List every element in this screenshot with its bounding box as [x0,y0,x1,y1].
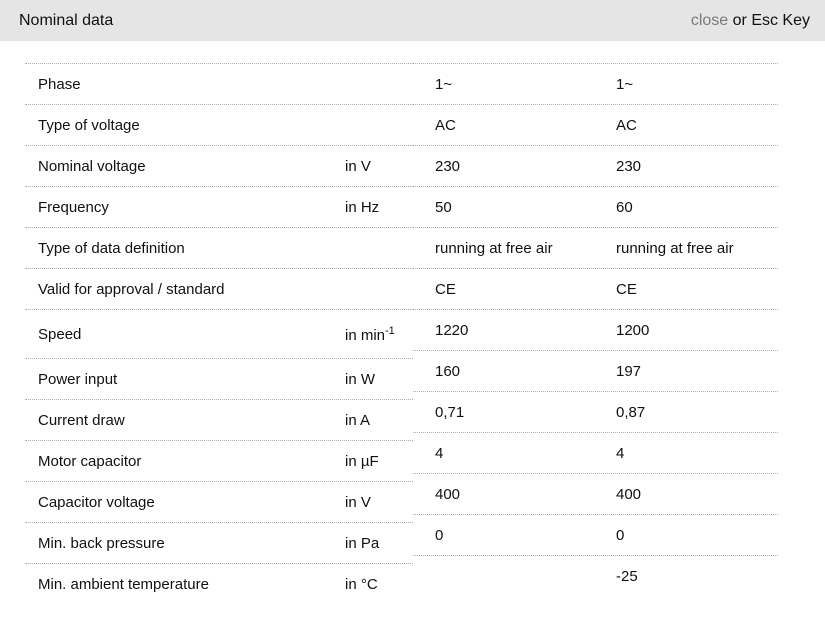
table-row-label: Power input in W [25,358,413,399]
row-label: Speed [38,325,82,343]
table-row-values: 400 400 [413,473,778,514]
table-row-values: CE CE [413,268,778,309]
table-row-label: Type of data definition [25,227,413,268]
row-value-article-1: 1~ [435,75,453,93]
row-unit-text: in A [345,411,371,429]
row-value-article-1: 0 [435,526,444,544]
row-label: Nominal voltage [38,157,146,175]
row-value-article-2: running at free air [616,239,734,257]
row-unit: in W [345,371,375,388]
row-value-article-2: 230 [616,157,642,175]
row-unit: in °C [345,576,378,593]
row-label: Valid for approval / standard [38,280,225,298]
row-value-article-2: 1~ [616,75,634,93]
row-value-article-1: 230 [435,157,461,175]
modal-title: Nominal data [19,11,114,29]
table-row-values: 1~ 1~ [413,63,778,104]
modal-header: Nominal data close or Esc Key [0,0,825,41]
row-value-article-1: 50 [435,198,452,216]
row-unit: in V [345,158,371,175]
table-row-label: Frequency in Hz [25,186,413,227]
labels-column: Phase Type of voltage Nominal voltage in V F… [25,63,413,604]
row-unit: in min-1 [345,325,395,344]
row-value-article-2: 0 [616,526,625,544]
row-unit-text: in Hz [345,198,380,216]
table-row-values: -25 [413,555,778,596]
table-row-values: 1220 1200 [413,309,778,350]
row-unit-text: in Pa [345,534,380,552]
row-value-article-1: CE [435,280,456,298]
row-value-article-2: 4 [616,444,625,462]
close-hint: or Esc Key [732,11,810,29]
table-row-label: Motor capacitor in µF [25,440,413,481]
row-value-article-2: 197 [616,362,642,380]
row-unit-text: in µF [345,452,379,470]
row-value-article-2: 1200 [616,321,650,339]
row-label: Current draw [38,411,125,429]
table-row-values: AC AC [413,104,778,145]
table-row-label: Min. back pressure in Pa [25,522,413,563]
values-column: 1~ 1~ AC AC 230 230 50 60 running at free air run… [413,63,778,596]
table-row-values: 230 230 [413,145,778,186]
row-unit: in Hz [345,199,379,216]
row-label: Phase [38,75,81,93]
row-value-article-1: 1220 [435,321,469,339]
close-link[interactable]: close [690,11,729,29]
row-value-article-1: AC [435,116,456,134]
table-row-label: Current draw in A [25,399,413,440]
row-unit-text: in min [345,326,386,344]
row-value-article-1: 4 [435,444,444,462]
row-label: Capacitor voltage [38,493,155,511]
row-label: Min. ambient temperature [38,575,209,593]
table-row-values: 0,71 0,87 [413,391,778,432]
row-value-article-1: 160 [435,362,461,380]
row-unit-superscript: -1 [385,324,395,337]
row-unit: in Pa [345,535,379,552]
row-value-article-1: 400 [435,485,461,503]
row-value-article-2: AC [616,116,637,134]
row-unit-text: in V [345,493,371,511]
row-value-article-2: 0,87 [616,403,646,421]
row-value-article-2: 400 [616,485,642,503]
table-row-label: Nominal voltage in V [25,145,413,186]
row-label: Type of voltage [38,116,140,134]
nominal-data-table: Phase Type of voltage Nominal voltage in V F… [25,63,778,604]
table-row-label: Capacitor voltage in V [25,481,413,522]
row-value-article-1: running at free air [435,239,553,257]
row-label: Power input [38,370,118,388]
table-row-label: Min. ambient temperature in °C [25,563,413,604]
row-label: Motor capacitor [38,452,142,470]
row-unit: in µF [345,453,379,470]
close-area: close or Esc Key [691,12,810,30]
table-row-label: Speed in min-1 [25,309,413,358]
row-value-article-2: CE [616,280,637,298]
row-label: Frequency [38,198,109,216]
row-value-article-1: 0,71 [435,403,465,421]
row-label: Type of data definition [38,239,185,257]
table-row-label: Valid for approval / standard [25,268,413,309]
row-value-article-2: 60 [616,198,633,216]
table-row-values: 160 197 [413,350,778,391]
table-row-values: 50 60 [413,186,778,227]
row-unit: in V [345,494,371,511]
table-row-label: Phase [25,63,413,104]
row-unit-text: in °C [345,575,378,593]
table-row-values: running at free air running at free air [413,227,778,268]
row-value-article-2: -25 [616,567,638,585]
row-label: Min. back pressure [38,534,165,552]
row-unit-text: in W [345,370,375,388]
table-row-label: Type of voltage [25,104,413,145]
row-unit: in A [345,412,370,429]
row-unit-text: in V [345,157,371,175]
